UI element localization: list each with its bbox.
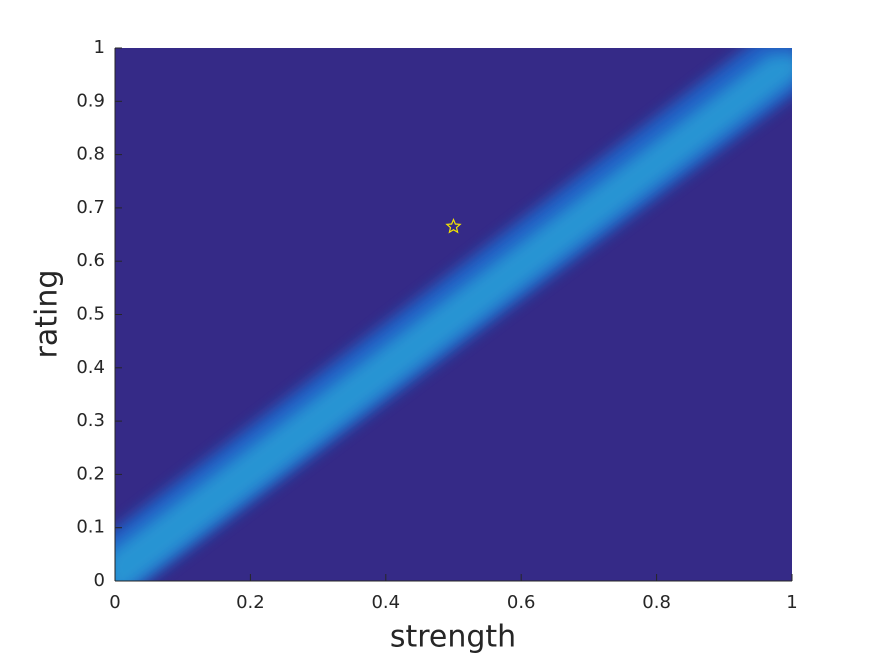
- x-tick-label: 0: [109, 592, 120, 613]
- y-tick-label: 0: [94, 570, 105, 591]
- y-tick-label: 0.5: [76, 304, 105, 325]
- y-tick-label: 0.4: [76, 357, 105, 378]
- x-axis-title: strength: [390, 620, 516, 655]
- y-tick-label: 0.8: [76, 144, 105, 165]
- y-tick-label: 0.3: [76, 410, 105, 431]
- y-tick-label: 1: [94, 37, 105, 58]
- y-axis-title: rating: [30, 270, 65, 359]
- x-tick-label: 0.4: [371, 592, 400, 613]
- x-tick-label: 0.8: [642, 592, 671, 613]
- x-tick-label: 1: [786, 592, 797, 613]
- y-tick-label: 0.6: [76, 250, 105, 271]
- band-inner: [115, 55, 792, 581]
- y-tick-label: 0.7: [76, 197, 105, 218]
- x-tick-label: 0.6: [507, 592, 536, 613]
- x-tick-label: 0.2: [236, 592, 265, 613]
- star-point: [445, 217, 462, 234]
- y-tick-label: 0.2: [76, 463, 105, 484]
- density-band: [115, 48, 792, 581]
- y-tick-label: 0.9: [76, 90, 105, 111]
- y-tick-label: 0.1: [76, 517, 105, 538]
